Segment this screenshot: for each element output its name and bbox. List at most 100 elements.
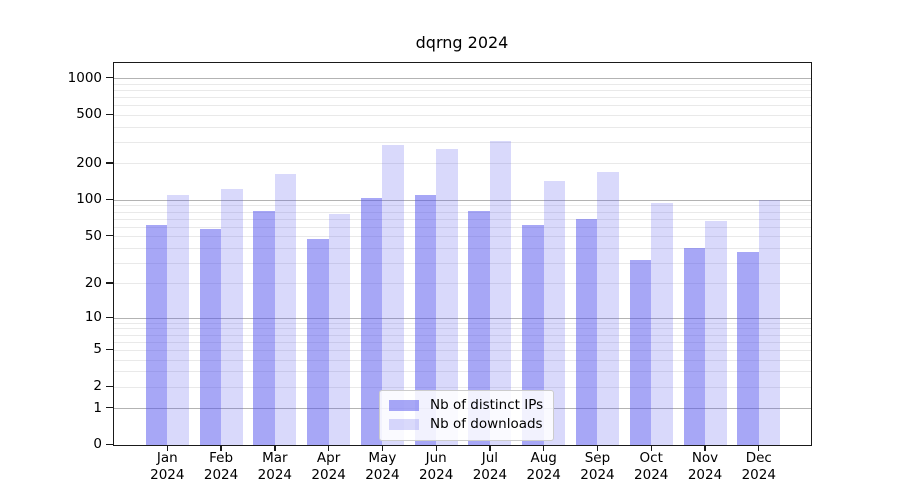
y-tick-label: 500	[76, 106, 102, 123]
minor-gridline	[114, 126, 811, 128]
y-tick-mark	[106, 443, 114, 445]
minor-gridline	[114, 205, 811, 207]
x-tick-month: Oct	[639, 450, 663, 466]
x-tick-month: Apr	[316, 450, 341, 466]
x-tick-year: 2024	[687, 467, 723, 483]
x-tick-year: 2024	[257, 467, 292, 483]
x-tick-mark	[489, 445, 491, 451]
y-tick-label: 10	[84, 309, 102, 326]
x-tick-mark	[650, 445, 652, 451]
x-tick-mark	[381, 445, 384, 451]
minor-gridline	[114, 322, 811, 324]
x-tick-label: Sep 2024	[565, 450, 629, 484]
y-tick-label: 20	[84, 274, 102, 291]
x-tick-label: Oct 2024	[619, 450, 683, 484]
minor-gridline	[114, 328, 811, 330]
minor-gridline	[114, 226, 811, 228]
bar-aug-downloads	[543, 180, 566, 445]
bar-sep-downloads	[597, 171, 619, 445]
chart-title: dqrng 2024	[415, 33, 509, 52]
x-tick-month: Feb	[209, 450, 234, 466]
y-tick-mark	[106, 198, 114, 201]
x-tick-mark	[543, 445, 545, 451]
bar-dec-distinct-ips	[737, 252, 759, 445]
x-tick-mark	[328, 445, 330, 451]
major-gridline	[114, 317, 811, 319]
minor-gridline	[114, 247, 811, 249]
x-tick-label: Feb 2024	[189, 450, 253, 484]
bar-jun-downloads	[436, 148, 458, 445]
y-tick-label: 200	[76, 154, 102, 171]
bar-nov-downloads	[705, 220, 727, 445]
x-tick-year: 2024	[418, 467, 454, 483]
x-tick-year: 2024	[741, 467, 776, 483]
bar-sep-distinct-ips	[575, 219, 598, 445]
bar-may-distinct-ips	[360, 198, 383, 445]
x-tick-year: 2024	[150, 467, 185, 483]
bar-jul-distinct-ips	[468, 211, 490, 445]
bar-nov-distinct-ips	[683, 248, 705, 445]
x-tick-month: Jun	[425, 450, 447, 466]
x-tick-mark	[274, 445, 276, 451]
minor-gridline	[114, 114, 811, 116]
x-tick-label: Nov 2024	[673, 450, 737, 484]
minor-gridline	[114, 141, 811, 143]
x-tick-label: Aug 2024	[512, 450, 576, 484]
x-tick-year: 2024	[634, 467, 669, 483]
x-tick-label: Dec 2024	[727, 450, 791, 484]
minor-gridline	[114, 105, 811, 107]
minor-gridline	[114, 96, 811, 98]
minor-gridline	[114, 371, 811, 373]
bar-jan-downloads	[167, 195, 189, 445]
legend-row-distinct-ips: Nb of distinct IPs	[389, 396, 543, 415]
minor-gridline	[114, 334, 811, 336]
bar-may-downloads	[382, 145, 404, 445]
minor-gridline	[114, 341, 811, 343]
legend-swatch-distinct-ips	[389, 400, 419, 411]
legend-row-downloads: Nb of downloads	[389, 415, 543, 434]
bar-oct-downloads	[651, 202, 673, 445]
x-tick-label: Jul 2024	[458, 450, 522, 484]
x-tick-mark	[220, 445, 222, 451]
bar-oct-distinct-ips	[629, 259, 652, 445]
x-tick-month: Nov	[691, 450, 719, 466]
minor-gridline	[114, 283, 811, 285]
y-tick-mark	[106, 407, 114, 409]
y-tick-label: 5	[93, 341, 102, 358]
bar-apr-distinct-ips	[307, 238, 329, 445]
x-tick-label: Mar 2024	[243, 450, 307, 484]
y-tick-label: 50	[84, 227, 102, 244]
bar-feb-downloads	[221, 188, 243, 445]
x-tick-mark	[704, 445, 706, 451]
x-tick-year: 2024	[580, 467, 615, 483]
x-tick-month: Jan	[156, 450, 178, 466]
x-tick-month: Dec	[745, 450, 772, 466]
x-tick-year: 2024	[203, 467, 239, 483]
bar-jul-downloads	[489, 141, 512, 445]
x-tick-label: Jan 2024	[135, 450, 199, 484]
y-tick-mark	[106, 348, 114, 351]
y-tick-label: 0	[93, 436, 102, 452]
major-gridline	[114, 78, 811, 80]
legend: Nb of distinct IPs Nb of downloads	[379, 390, 555, 441]
y-tick-mark	[106, 113, 114, 116]
y-tick-label: 1000	[67, 69, 102, 86]
y-tick-mark	[106, 77, 114, 79]
major-gridline	[114, 199, 811, 201]
bar-jan-distinct-ips	[145, 224, 168, 445]
x-tick-year: 2024	[311, 467, 346, 483]
y-tick-mark	[106, 385, 114, 387]
x-tick-month: Jul	[481, 450, 499, 466]
minor-gridline	[114, 359, 811, 361]
plot-area	[113, 62, 812, 446]
x-tick-month: Sep	[584, 450, 611, 466]
minor-gridline	[114, 89, 811, 91]
y-tick-label: 2	[93, 378, 102, 395]
minor-gridline	[114, 349, 811, 351]
minor-gridline	[114, 83, 811, 85]
x-tick-month: Aug	[530, 450, 557, 466]
x-tick-label: May 2024	[350, 450, 414, 484]
minor-gridline	[114, 211, 811, 213]
x-tick-year: 2024	[526, 467, 561, 483]
